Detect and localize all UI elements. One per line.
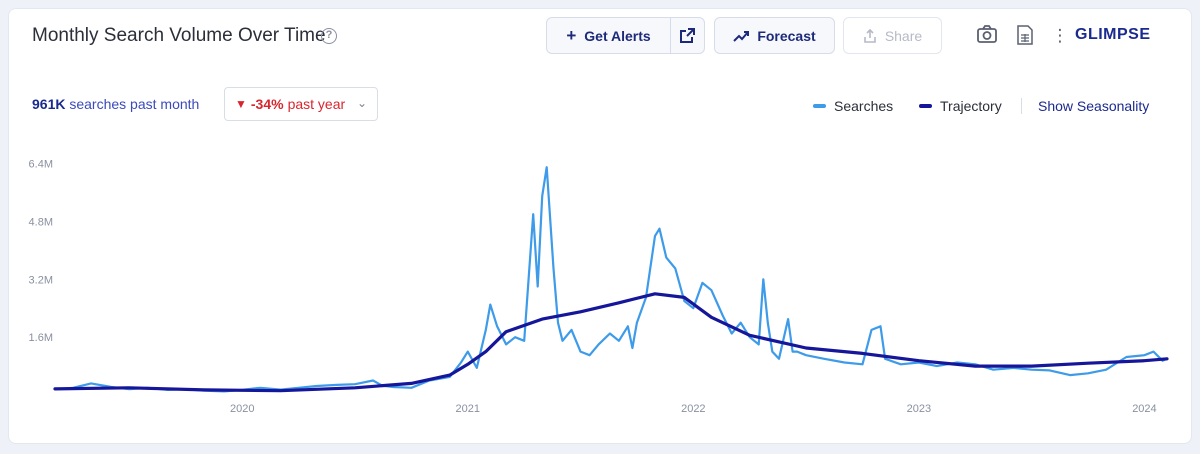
trend-up-icon xyxy=(733,30,750,42)
y-tick-label: 1.6M xyxy=(29,332,53,344)
yoy-change-label: past year xyxy=(287,96,346,112)
x-tick-label: 2022 xyxy=(681,403,705,415)
show-seasonality-link[interactable]: Show Seasonality xyxy=(1038,98,1150,114)
yoy-change-dropdown[interactable]: ▼ -34% past year ⌄ xyxy=(224,87,378,121)
searches-line xyxy=(53,166,1169,393)
share-icon xyxy=(864,28,876,43)
share-button[interactable]: Share xyxy=(843,17,942,54)
legend-trajectory-label: Trajectory xyxy=(940,98,1002,114)
y-tick-label: 4.8M xyxy=(29,216,53,228)
external-link-button[interactable] xyxy=(670,17,705,54)
camera-icon[interactable] xyxy=(976,25,998,47)
legend-trajectory[interactable]: Trajectory xyxy=(919,98,1002,114)
csv-file-icon[interactable] xyxy=(1014,25,1036,47)
trajectory-line xyxy=(53,292,1169,393)
external-link-icon xyxy=(680,28,695,43)
legend-searches[interactable]: Searches xyxy=(813,98,893,114)
share-label: Share xyxy=(884,27,923,44)
monthly-searches-value: 961K xyxy=(32,96,66,112)
x-tick-label: 2023 xyxy=(907,403,931,415)
plot-area xyxy=(53,166,1169,393)
chart-title: Monthly Search Volume Over Time xyxy=(32,25,326,46)
x-tick-label: 2024 xyxy=(1132,403,1156,415)
forecast-button[interactable]: Forecast xyxy=(714,17,835,54)
plus-icon: + xyxy=(566,25,577,45)
monthly-searches-stat: 961K searches past month xyxy=(32,96,199,112)
legend-searches-label: Searches xyxy=(834,98,894,114)
triangle-down-icon: ▼ xyxy=(235,97,247,111)
y-tick-label: 6.4M xyxy=(29,159,53,171)
yoy-change-value: -34% xyxy=(250,96,284,112)
chevron-down-icon: ⌄ xyxy=(356,96,367,110)
trajectory-swatch xyxy=(919,104,932,108)
x-axis: 2020 2021 2022 2023 2024 xyxy=(230,403,1157,415)
searches-swatch xyxy=(813,104,826,108)
y-axis: 6.4M 4.8M 3.2M 1.6M xyxy=(29,159,53,345)
y-tick-label: 3.2M xyxy=(29,274,53,286)
more-vertical-icon[interactable]: ⋮ xyxy=(1051,26,1069,45)
question-circle-icon[interactable]: ? xyxy=(321,28,337,44)
forecast-label: Forecast xyxy=(757,27,816,44)
monthly-searches-label: searches past month xyxy=(69,96,200,112)
legend-divider xyxy=(1021,98,1022,114)
glimpse-logo: GLIMPSE xyxy=(1075,26,1151,43)
get-alerts-label: Get Alerts xyxy=(584,27,651,44)
x-tick-label: 2020 xyxy=(230,403,254,415)
x-tick-label: 2021 xyxy=(456,403,480,415)
chart-card xyxy=(8,8,1192,444)
